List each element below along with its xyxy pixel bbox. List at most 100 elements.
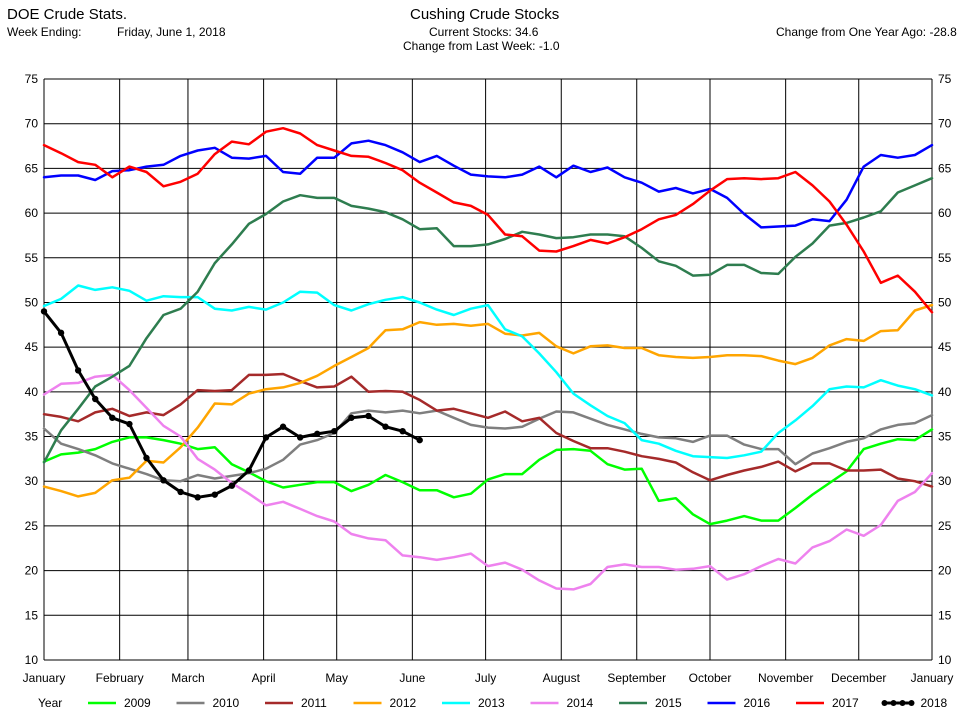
- x-tick-label: January: [23, 671, 66, 685]
- y-tick-label-left: 45: [25, 340, 39, 354]
- legend-marker-2018: [881, 700, 888, 706]
- app-title: DOE Crude Stats.: [7, 6, 128, 23]
- week-ending-value: Friday, June 1, 2018: [117, 25, 226, 39]
- legend-label-2016: 2016: [744, 696, 771, 710]
- x-tick-label: January: [911, 671, 954, 685]
- x-tick-label: February: [96, 671, 144, 685]
- x-tick-label: December: [831, 671, 886, 685]
- series-point-2018: [143, 454, 150, 462]
- change-last-week-value: -1.0: [538, 39, 560, 53]
- legend-label-2018: 2018: [921, 696, 948, 710]
- x-tick-label: September: [607, 671, 666, 685]
- change-last-week-label: Change from Last Week:: [403, 39, 536, 53]
- x-tick-label: June: [399, 671, 425, 685]
- series-line-2012: [42, 303, 934, 498]
- series-point-2018: [177, 488, 184, 496]
- series-line-2017: [42, 126, 934, 314]
- series-point-2018: [416, 436, 423, 444]
- series-point-2018: [57, 329, 65, 337]
- y-tick-label-right: 60: [938, 206, 952, 220]
- y-tick-label-right: 50: [938, 295, 952, 309]
- series-point-2018: [211, 491, 218, 498]
- current-stocks: Current Stocks: 34.6: [429, 25, 538, 39]
- change-year-ago-value: -28.8: [929, 25, 957, 39]
- y-tick-label-right: 15: [938, 608, 952, 622]
- y-tick-label-left: 10: [25, 653, 39, 667]
- series-line-2015: [42, 176, 934, 464]
- legend-label-2017: 2017: [832, 696, 859, 710]
- y-tick-label-right: 45: [938, 340, 952, 354]
- y-tick-label-left: 75: [25, 72, 39, 86]
- series-point-2018: [160, 477, 167, 484]
- series-point-2018: [40, 308, 48, 315]
- current-stocks-value: 34.6: [515, 25, 539, 39]
- chart-title: Cushing Crude Stocks: [410, 6, 560, 23]
- legend-marker-2018: [899, 700, 906, 706]
- legend-title: Year: [38, 696, 62, 710]
- y-tick-label-right: 35: [938, 430, 952, 444]
- change-year-ago: Change from One Year Ago: -28.8: [776, 25, 957, 39]
- y-tick-label-left: 60: [25, 206, 39, 220]
- series-line-2009: [42, 428, 934, 526]
- y-tick-label-left: 25: [25, 519, 39, 533]
- series-line-2014: [42, 373, 934, 591]
- y-tick-label-right: 10: [938, 653, 952, 667]
- x-tick-label: March: [171, 671, 204, 685]
- series-point-2018: [228, 482, 236, 489]
- legend-marker-2018: [908, 700, 915, 706]
- series-point-2018: [314, 430, 321, 438]
- x-tick-label: October: [689, 671, 732, 685]
- series-point-2018: [399, 427, 406, 435]
- y-tick-label-left: 30: [25, 474, 39, 488]
- series-point-2018: [382, 423, 389, 430]
- series-line-2011: [42, 372, 934, 488]
- series-point-2018: [365, 412, 372, 420]
- series-point-2018: [262, 434, 270, 441]
- series-point-2018: [92, 395, 99, 403]
- x-tick-label: August: [543, 671, 581, 685]
- series-point-2018: [109, 414, 116, 421]
- x-tick-label: April: [252, 671, 276, 685]
- legend-label-2009: 2009: [124, 696, 151, 710]
- y-tick-label-right: 75: [938, 72, 952, 86]
- y-tick-label-right: 55: [938, 251, 952, 265]
- y-tick-label-left: 20: [25, 564, 39, 578]
- y-tick-label-left: 40: [25, 385, 39, 399]
- legend-label-2012: 2012: [390, 696, 417, 710]
- y-tick-label-right: 40: [938, 385, 952, 399]
- x-tick-label: May: [325, 671, 348, 685]
- change-last-week: Change from Last Week: -1.0: [403, 39, 560, 53]
- y-tick-label-left: 35: [25, 430, 39, 444]
- series-line-2013: [42, 284, 934, 460]
- y-tick-label-right: 25: [938, 519, 952, 533]
- series-point-2018: [245, 467, 253, 474]
- change-year-ago-label: Change from One Year Ago:: [776, 25, 927, 39]
- y-tick-label-left: 55: [25, 251, 39, 265]
- y-tick-label-right: 70: [938, 117, 952, 131]
- x-tick-label: November: [758, 671, 813, 685]
- series-line-2010: [42, 409, 934, 483]
- legend-label-2014: 2014: [567, 696, 594, 710]
- series-point-2018: [331, 427, 338, 435]
- y-tick-label-right: 30: [938, 474, 952, 488]
- y-tick-label-left: 50: [25, 295, 39, 309]
- series-point-2018: [74, 367, 82, 374]
- series-point-2018: [194, 494, 201, 501]
- y-tick-label-right: 65: [938, 161, 952, 175]
- week-ending-label: Week Ending:: [7, 25, 82, 39]
- current-stocks-label: Current Stocks:: [429, 25, 512, 39]
- legend-label-2010: 2010: [213, 696, 240, 710]
- series-point-2018: [126, 420, 133, 428]
- legend-label-2015: 2015: [655, 696, 682, 710]
- y-tick-label-left: 65: [25, 161, 39, 175]
- series-point-2018: [348, 414, 355, 421]
- series-point-2018: [279, 423, 287, 430]
- series-line-2016: [42, 139, 934, 229]
- y-tick-label-left: 15: [25, 608, 39, 622]
- legend-label-2011: 2011: [301, 696, 327, 710]
- y-tick-label-right: 20: [938, 564, 952, 578]
- x-tick-label: July: [475, 671, 496, 685]
- legend-marker-2018: [890, 700, 897, 706]
- series-point-2018: [296, 434, 304, 441]
